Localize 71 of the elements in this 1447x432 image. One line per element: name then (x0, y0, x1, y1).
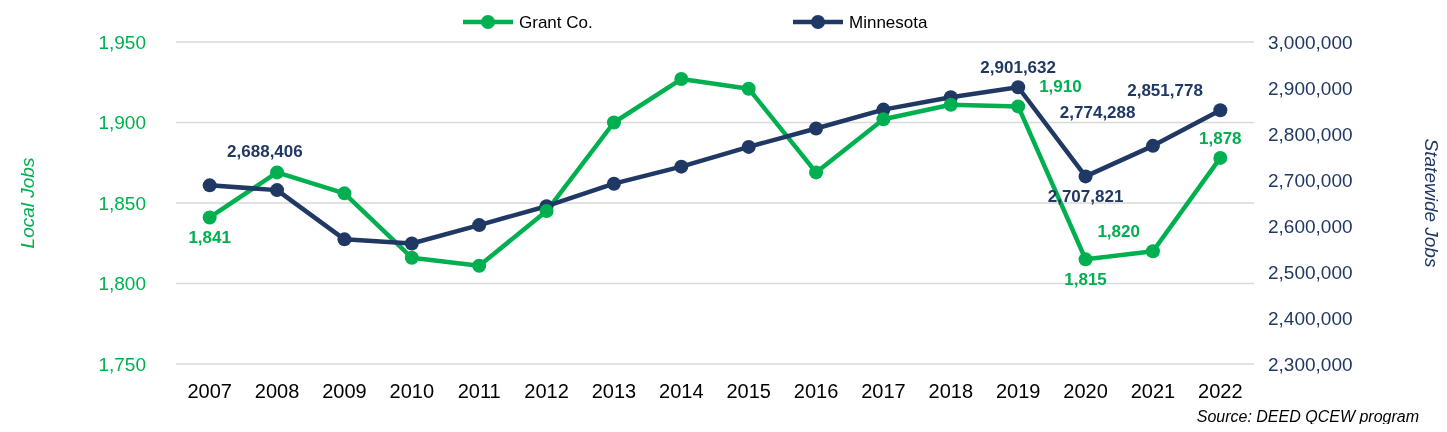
y-axis-title: Local Jobs (17, 157, 38, 249)
data-label: 1,910 (1039, 77, 1082, 97)
x-tick-label: 2007 (187, 380, 232, 402)
data-label: 2,688,406 (227, 142, 303, 162)
y2-tick-label: 2,300,000 (1268, 353, 1353, 375)
point (1145, 138, 1160, 153)
x-tick-label: 2017 (861, 380, 906, 402)
point (270, 183, 285, 198)
y-tick-label: 1,850 (98, 192, 146, 214)
x-tick-label: 2018 (928, 380, 974, 402)
point (943, 97, 958, 112)
data-label: 2,901,632 (980, 58, 1057, 78)
data-label: 2,774,288 (1059, 102, 1136, 122)
x-tick-label: 2008 (254, 380, 300, 402)
data-label: 1,878 (1199, 128, 1242, 148)
x-tick-label: 2016 (793, 380, 839, 402)
data-label: 1,841 (188, 228, 231, 248)
point (876, 112, 891, 127)
point (674, 159, 689, 174)
point (1078, 252, 1093, 267)
x-tick-label: 2020 (1063, 380, 1108, 402)
point (741, 81, 756, 96)
y-tick-label: 1,800 (98, 273, 146, 295)
y2-tick-label: 2,400,000 (1268, 307, 1353, 329)
data-label: 1,820 (1097, 222, 1140, 242)
x-tick-label: 2010 (389, 380, 435, 402)
y2-axis-title: Statewide Jobs (1421, 138, 1442, 268)
x-tick-label: 2019 (995, 380, 1041, 402)
x-tick-label: 2022 (1198, 380, 1243, 402)
x-tick-label: 2015 (726, 380, 771, 402)
x-tick-label: 2013 (591, 380, 637, 402)
point (1213, 103, 1228, 118)
point (1078, 169, 1093, 184)
point (472, 258, 487, 273)
y-tick-label: 1,900 (98, 112, 146, 134)
y2-tick-label: 2,800,000 (1268, 123, 1353, 145)
legend-label: Minnesota (849, 12, 928, 32)
point (606, 176, 621, 191)
y2-tick-label: 2,700,000 (1268, 169, 1353, 191)
y2-tick-label: 2,600,000 (1268, 215, 1353, 237)
x-tick-label: 2009 (322, 380, 367, 402)
legend-label: Grant Co. (519, 12, 593, 32)
y2-tick-label: 3,000,000 (1268, 31, 1353, 53)
point (1213, 150, 1228, 165)
point (404, 250, 419, 265)
point (741, 139, 756, 154)
point (1011, 99, 1026, 114)
point (337, 186, 352, 201)
x-tick-label: 2014 (659, 380, 704, 402)
data-label: 1,815 (1064, 270, 1107, 290)
point (809, 165, 824, 180)
point (1145, 244, 1160, 259)
point (809, 121, 824, 136)
point (606, 115, 621, 130)
y-tick-label: 1,750 (98, 353, 146, 375)
x-tick-label: 2021 (1130, 380, 1176, 402)
point (202, 178, 217, 193)
y2-tick-label: 2,900,000 (1268, 77, 1353, 99)
x-tick-label: 2011 (457, 380, 501, 402)
point (1011, 80, 1026, 95)
y-tick-label: 1,950 (98, 31, 146, 53)
point (472, 218, 487, 233)
point (539, 204, 554, 219)
x-tick-label: 2012 (524, 380, 569, 402)
data-label: 2,851,778 (1127, 81, 1203, 101)
point (337, 232, 352, 247)
point (674, 72, 689, 87)
point (270, 165, 285, 180)
point (202, 210, 217, 225)
y2-tick-label: 2,500,000 (1268, 261, 1353, 283)
point (404, 236, 419, 251)
